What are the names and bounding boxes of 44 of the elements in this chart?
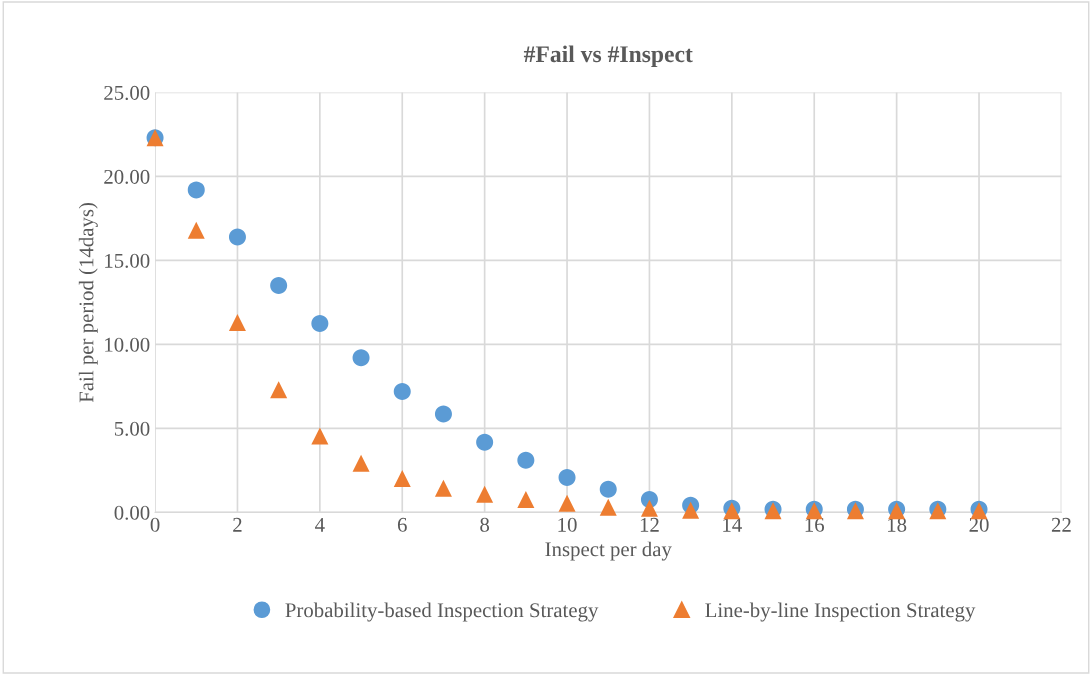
point xyxy=(517,451,535,469)
y-tick-label: 0.00 xyxy=(114,505,150,520)
x-tick-label: 14 xyxy=(723,517,742,532)
point xyxy=(558,468,576,486)
chart-title: #Fail vs #Inspect xyxy=(523,45,693,67)
y-tick-label: 25.00 xyxy=(104,85,150,100)
point xyxy=(352,454,370,472)
point xyxy=(187,221,205,239)
point xyxy=(352,349,370,367)
point xyxy=(187,181,205,199)
point xyxy=(311,427,329,445)
x-tick-label: 10 xyxy=(558,517,577,532)
y-axis-title: Fail per period (14days) xyxy=(78,202,98,403)
point xyxy=(270,381,288,399)
point xyxy=(434,479,452,497)
point xyxy=(476,485,494,503)
x-tick-label: 2 xyxy=(233,517,242,532)
point xyxy=(393,469,411,487)
point xyxy=(476,433,494,451)
legend-label: Line-by-line Inspection Strategy xyxy=(705,602,976,622)
point xyxy=(599,480,617,498)
x-tick-label: 4 xyxy=(315,517,325,532)
point xyxy=(599,498,617,516)
point xyxy=(270,277,288,295)
y-tick-label: 5.00 xyxy=(114,421,150,436)
y-tick-label: 15.00 xyxy=(105,253,150,268)
x-tick-label: 12 xyxy=(640,517,659,532)
x-tick-label: 22 xyxy=(1051,517,1071,532)
y-tick-label: 20.00 xyxy=(104,169,150,184)
point xyxy=(228,228,246,246)
x-tick-label: 0 xyxy=(150,517,160,532)
point xyxy=(682,501,700,519)
x-tick-label: 6 xyxy=(397,517,407,532)
y-tick-label: 10.00 xyxy=(105,337,150,352)
legend-label: Probability-based Inspection Strategy xyxy=(285,602,599,622)
point xyxy=(434,405,452,423)
point xyxy=(517,490,535,508)
x-axis-title: Inspect per day xyxy=(545,541,672,561)
point xyxy=(640,499,658,517)
point xyxy=(558,494,576,512)
point xyxy=(393,382,411,400)
point xyxy=(228,314,246,332)
point xyxy=(311,314,329,332)
x-tick-label: 8 xyxy=(480,517,490,532)
